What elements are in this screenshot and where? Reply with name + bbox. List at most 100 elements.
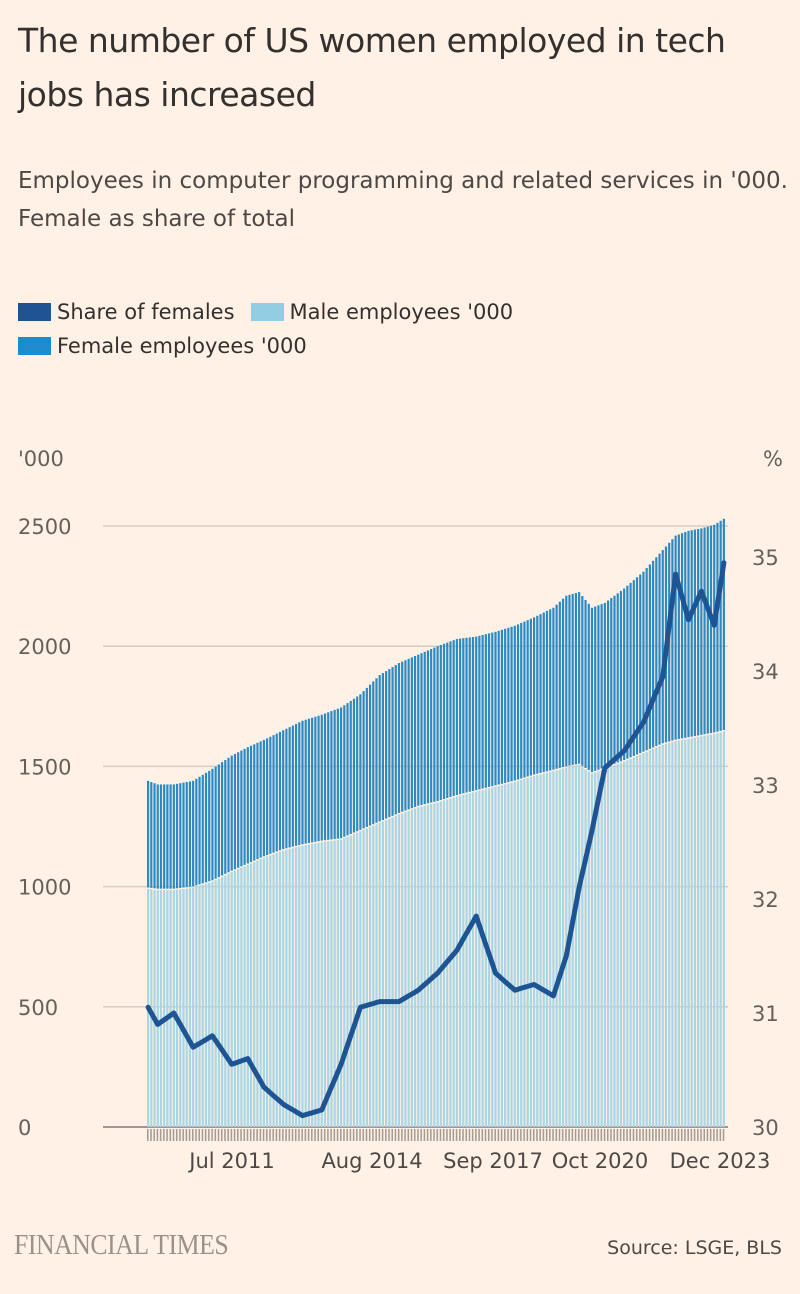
bar-male xyxy=(182,889,185,1127)
x-tick xyxy=(346,1129,348,1141)
bar-male xyxy=(449,798,452,1127)
bar-female xyxy=(606,600,610,767)
bar-female xyxy=(713,524,716,733)
bar-female xyxy=(352,698,356,833)
bar-female xyxy=(323,713,327,841)
chart-subtitle: Employees in computer programming and re… xyxy=(18,168,788,232)
bar-female xyxy=(156,784,159,889)
x-tick xyxy=(645,1129,648,1141)
bar-female xyxy=(275,733,278,852)
bar-female xyxy=(404,660,407,811)
x-tick xyxy=(227,1129,229,1141)
x-tick xyxy=(571,1129,574,1141)
bar-female xyxy=(578,592,581,764)
ft-logo: FINANCIAL TIMES xyxy=(14,1230,229,1261)
bar-male xyxy=(719,732,722,1127)
x-tick xyxy=(709,1129,712,1141)
bar-male xyxy=(629,758,632,1127)
bar-male xyxy=(336,840,339,1127)
bar-male xyxy=(262,857,265,1127)
bar-male xyxy=(211,881,214,1127)
bar-male xyxy=(201,884,204,1127)
bar-female xyxy=(311,717,314,843)
x-tick-label: Sep 2017 xyxy=(443,1149,543,1173)
bar-female xyxy=(693,529,697,737)
bar-female xyxy=(233,753,237,870)
x-tick xyxy=(368,1129,371,1141)
bar-male xyxy=(603,768,606,1127)
x-tick xyxy=(230,1129,233,1141)
bar-female xyxy=(539,614,542,773)
bar-male xyxy=(330,840,333,1127)
bar-male xyxy=(623,761,626,1127)
bar-female xyxy=(484,634,487,788)
bar-female xyxy=(536,615,539,774)
x-tick xyxy=(291,1129,294,1141)
bar-female xyxy=(452,640,455,796)
bar-female xyxy=(230,755,233,871)
x-tick xyxy=(568,1129,570,1141)
bar-male xyxy=(368,827,372,1127)
bar-female xyxy=(597,605,600,770)
x-tick xyxy=(275,1129,278,1141)
bar-male xyxy=(282,850,285,1127)
bar-female xyxy=(272,735,275,853)
bar-male xyxy=(301,845,304,1127)
x-tick xyxy=(147,1129,149,1141)
x-tick xyxy=(578,1129,580,1141)
bar-female xyxy=(378,675,381,822)
bar-male xyxy=(237,869,240,1127)
x-tick xyxy=(687,1129,689,1141)
bar-female xyxy=(455,638,458,795)
bar-male xyxy=(285,849,288,1127)
bar-female xyxy=(394,665,397,815)
bar-female xyxy=(169,784,172,889)
bar-male xyxy=(185,888,188,1127)
x-tick xyxy=(372,1129,374,1141)
x-tick xyxy=(590,1129,593,1141)
bar-male xyxy=(468,793,471,1127)
bar-female xyxy=(294,723,298,846)
bar-male xyxy=(362,829,365,1127)
bar-male xyxy=(243,866,246,1127)
bar-female xyxy=(687,530,690,738)
bar-female xyxy=(166,784,169,889)
bar-male xyxy=(349,835,352,1127)
x-tick xyxy=(172,1129,175,1141)
bar-female xyxy=(552,607,555,770)
bar-female xyxy=(362,691,365,829)
bar-male xyxy=(156,890,159,1127)
x-tick xyxy=(648,1129,651,1141)
x-tick xyxy=(359,1129,361,1141)
x-tick xyxy=(349,1129,352,1141)
x-tick xyxy=(224,1129,226,1141)
bar-female xyxy=(471,636,475,791)
bar-female xyxy=(291,725,294,847)
bar-female xyxy=(288,727,291,848)
bar-female xyxy=(623,588,626,761)
x-tick xyxy=(652,1129,654,1141)
bar-female xyxy=(320,714,323,841)
bar-male xyxy=(668,742,671,1127)
bar-female xyxy=(237,752,240,868)
x-tick xyxy=(182,1129,184,1141)
bar-female xyxy=(680,533,684,739)
bar-male xyxy=(513,782,516,1127)
bar-female xyxy=(655,557,658,747)
bar-female xyxy=(314,716,317,842)
bar-male xyxy=(291,848,294,1127)
bar-female xyxy=(262,739,265,857)
legend-swatch-male xyxy=(250,303,284,321)
x-tick xyxy=(307,1129,310,1141)
bar-female xyxy=(214,766,217,879)
x-tick xyxy=(455,1129,458,1141)
legend: Share of females Male employees '000 Fem… xyxy=(18,295,718,363)
y-tick-label-right: 32 xyxy=(752,888,779,912)
source-note: Source: LSGE, BLS xyxy=(607,1237,782,1259)
bar-female xyxy=(243,748,246,865)
x-tick xyxy=(558,1129,561,1141)
legend-item-female: Female employees '000 xyxy=(18,334,307,358)
x-tick xyxy=(674,1129,677,1141)
bar-female xyxy=(433,647,436,802)
bar-female xyxy=(147,780,150,888)
